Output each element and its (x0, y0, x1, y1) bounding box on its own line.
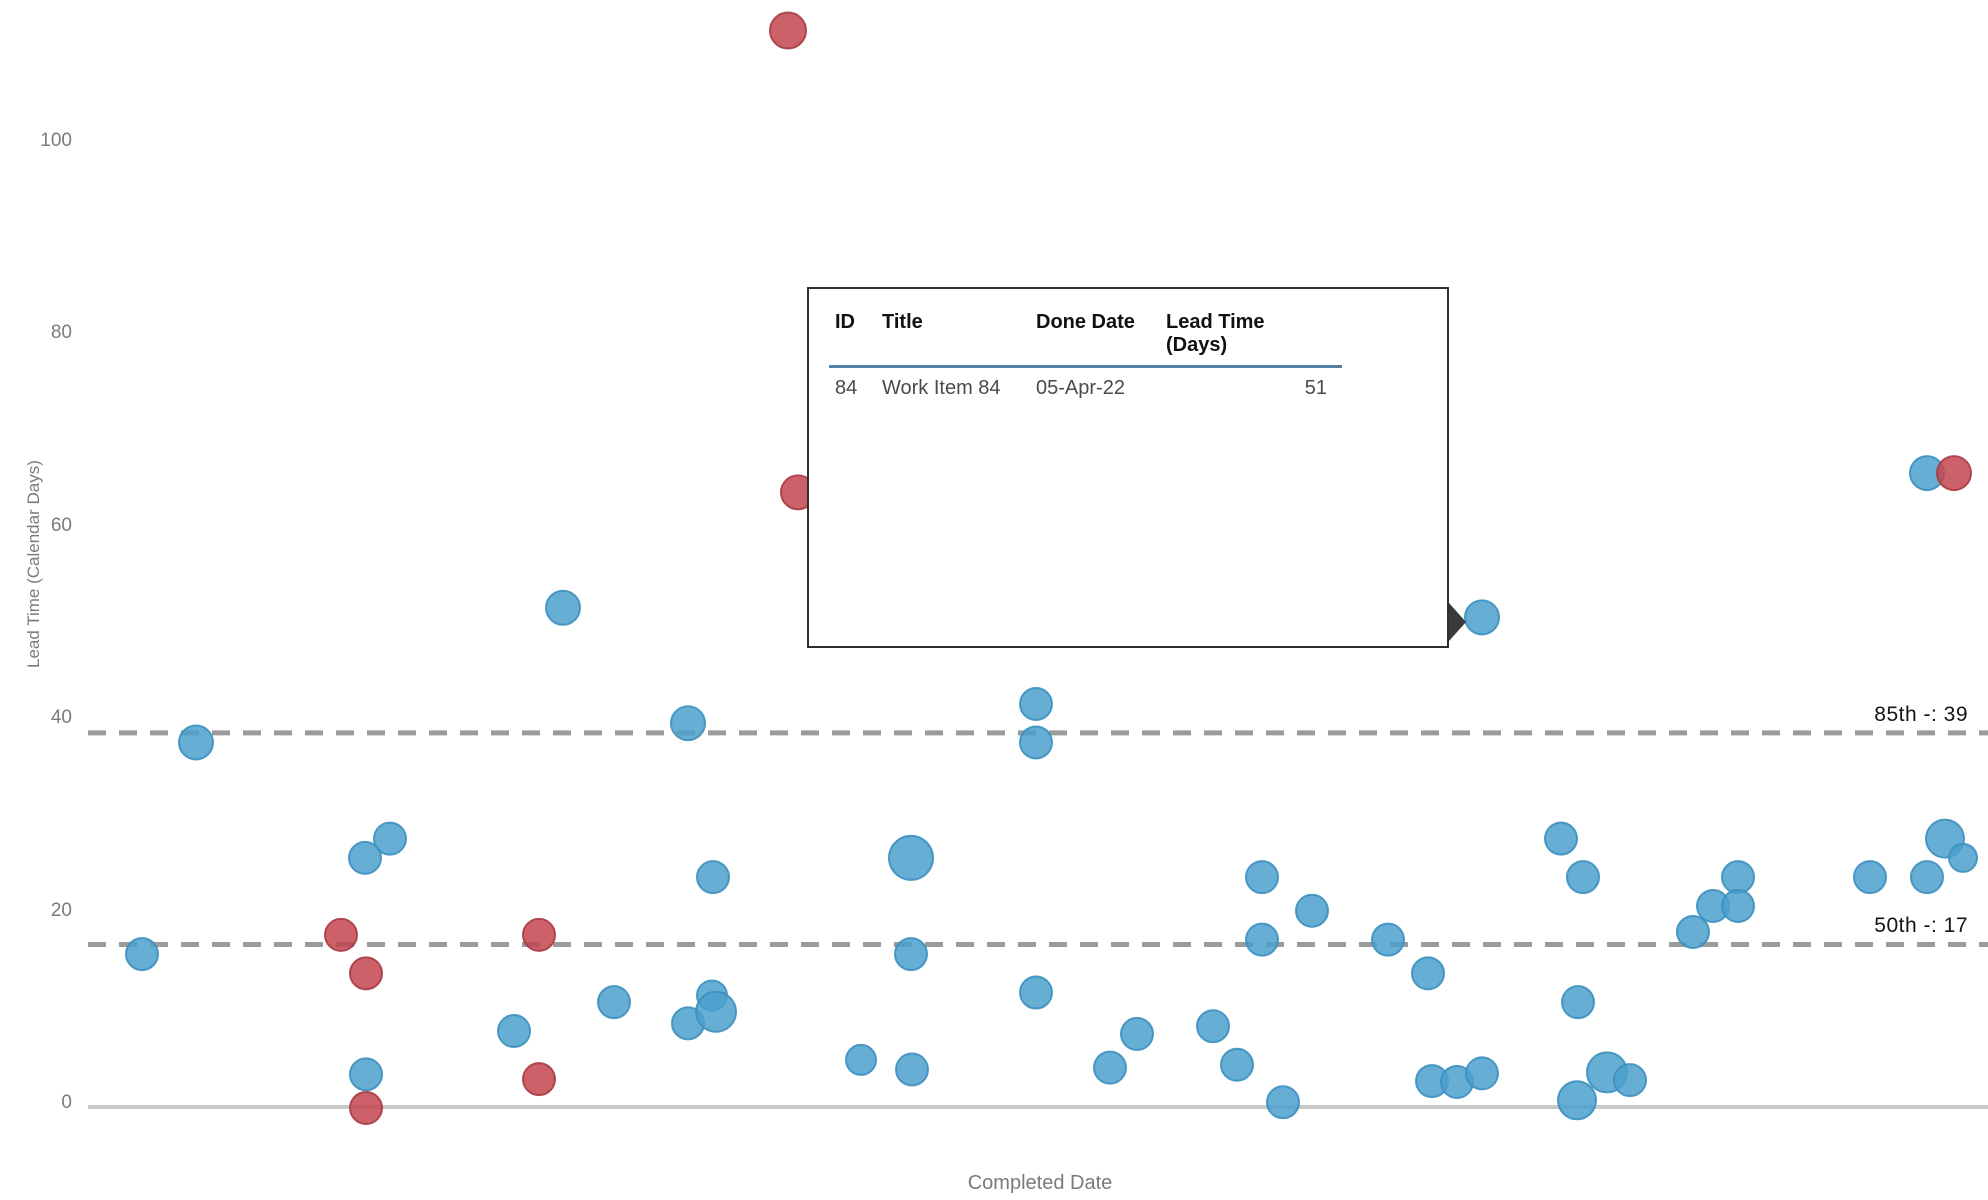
data-point[interactable] (1948, 842, 1978, 873)
data-point[interactable] (1544, 821, 1578, 856)
data-point[interactable] (1566, 860, 1600, 895)
data-point[interactable] (1676, 914, 1710, 949)
y-axis-title: Lead Time (Calendar Days) (24, 460, 43, 668)
data-point[interactable] (1266, 1085, 1300, 1120)
tooltip-value-lead-time: 51 (1304, 377, 1327, 399)
data-point[interactable] (1196, 1009, 1230, 1044)
data-point[interactable] (1557, 1080, 1597, 1121)
tooltip-col-lead-time: Lead Time (Days) (1166, 311, 1265, 356)
tooltip-col-title: Title (882, 311, 923, 333)
y-tick-label: 0 (61, 1092, 72, 1113)
x-axis-title: Completed Date (967, 1172, 1113, 1194)
data-point[interactable] (1019, 686, 1053, 721)
data-point[interactable] (1093, 1050, 1127, 1085)
percentile-label: 50th -: 17 (1874, 914, 1968, 938)
data-point[interactable] (348, 840, 382, 875)
data-point[interactable] (1371, 922, 1405, 957)
data-point[interactable] (1464, 599, 1500, 636)
data-point[interactable] (1245, 922, 1279, 957)
data-point[interactable] (1465, 1056, 1499, 1091)
data-point[interactable] (1910, 860, 1944, 895)
data-point[interactable] (1561, 985, 1595, 1020)
data-point[interactable] (349, 1057, 383, 1092)
data-point[interactable] (696, 860, 730, 895)
tooltip-value-done-date: 05-Apr-22 (1036, 377, 1125, 399)
data-point[interactable] (1411, 956, 1445, 991)
data-point[interactable] (349, 956, 383, 991)
tooltip-value-title: Work Item 84 (882, 377, 1001, 399)
data-point[interactable] (1245, 860, 1279, 895)
y-tick-label: 80 (50, 322, 72, 344)
data-point[interactable] (845, 1043, 877, 1076)
tooltip-row: 84 Work Item 84 05-Apr-22 51 (835, 368, 1447, 400)
data-point[interactable] (769, 11, 807, 50)
data-point[interactable] (1019, 975, 1053, 1010)
data-point[interactable] (888, 834, 934, 881)
data-point[interactable] (178, 724, 214, 761)
data-point[interactable] (1936, 455, 1972, 492)
tooltip-value-id: 84 (835, 377, 858, 399)
data-point[interactable] (670, 705, 706, 742)
data-point[interactable] (1019, 725, 1053, 760)
tooltip-col-done-date: Done Date (1036, 311, 1135, 333)
y-tick-label: 60 (50, 514, 72, 536)
percentile-label: 85th -: 39 (1874, 702, 1968, 726)
data-point[interactable] (349, 1091, 383, 1125)
data-point[interactable] (373, 821, 407, 856)
data-point[interactable] (497, 1014, 531, 1049)
data-point[interactable] (1120, 1016, 1154, 1051)
data-point[interactable] (894, 937, 928, 972)
tooltip-arrow-icon (1449, 603, 1466, 641)
data-point[interactable] (324, 917, 358, 952)
data-point[interactable] (1220, 1047, 1254, 1082)
y-tick-label: 100 (40, 130, 72, 151)
tooltip-header-underline (829, 365, 1342, 368)
tooltip: ID Title Done Date Lead Time (Days) 84 W… (807, 287, 1449, 648)
data-point[interactable] (1721, 888, 1755, 923)
data-point[interactable] (1721, 860, 1755, 895)
data-point[interactable] (1295, 893, 1329, 928)
data-point[interactable] (895, 1052, 929, 1087)
data-point[interactable] (522, 917, 556, 952)
tooltip-col-id: ID (835, 311, 855, 333)
tooltip-table: ID Title Done Date Lead Time (Days) (835, 305, 1447, 361)
data-point[interactable] (545, 589, 581, 626)
y-tick-label: 20 (50, 899, 72, 921)
data-point[interactable] (1613, 1063, 1647, 1098)
data-point[interactable] (597, 985, 631, 1020)
data-point[interactable] (695, 990, 737, 1033)
data-point[interactable] (1853, 860, 1887, 895)
data-point[interactable] (125, 937, 159, 972)
data-point[interactable] (522, 1062, 556, 1097)
y-tick-label: 40 (50, 707, 72, 729)
